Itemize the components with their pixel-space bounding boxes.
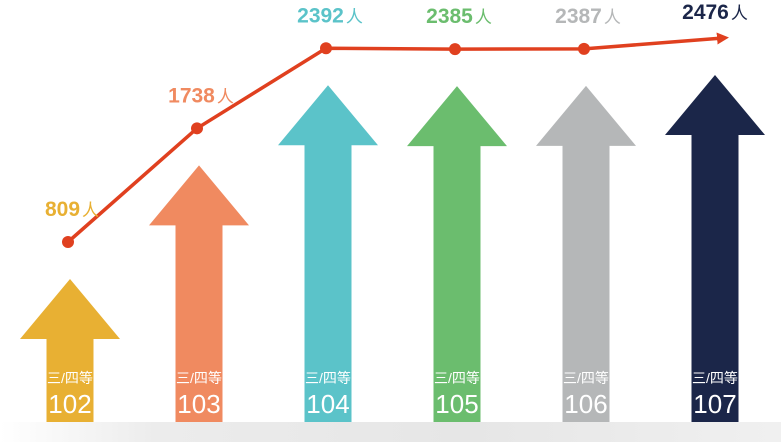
arrow-shape-105: [407, 86, 507, 422]
category-year-103: 103: [177, 389, 220, 419]
arrow-104: 三/四等 104: [278, 85, 378, 422]
arrow-107: 三/四等 107: [665, 75, 765, 422]
value-label-102: 809 人: [45, 198, 99, 221]
category-year-104: 104: [306, 389, 349, 419]
category-year-107: 107: [693, 389, 736, 419]
category-year-106: 106: [564, 389, 607, 419]
category-year-105: 105: [435, 389, 478, 419]
arrow-shape-103: [149, 165, 249, 422]
arrow-shape-106: [536, 85, 636, 422]
trend-line: [66, 32, 729, 244]
arrow-106: 三/四等 106: [536, 85, 636, 422]
data-point-104: [320, 42, 332, 55]
data-point-102: [62, 236, 74, 248]
category-prefix-107: 三/四等: [692, 370, 738, 386]
floor-shadow: [0, 422, 781, 442]
category-prefix-106: 三/四等: [563, 370, 609, 386]
value-label-107: 2476 人: [682, 1, 748, 24]
arrow-shape-102: [20, 279, 120, 422]
value-label-105: 2385 人: [426, 5, 492, 28]
data-point-103: [191, 122, 203, 135]
value-label-106: 2387 人: [555, 5, 621, 28]
data-point-105: [449, 43, 461, 56]
arrow-102: 三/四等 102: [20, 279, 120, 422]
value-label-104: 2392 人: [297, 4, 363, 27]
arrow-105: 三/四等 105: [407, 86, 507, 422]
arrow-103: 三/四等 103: [149, 165, 249, 422]
category-year-102: 102: [48, 389, 91, 419]
category-prefix-104: 三/四等: [305, 370, 351, 386]
category-prefix-102: 三/四等: [47, 370, 93, 386]
arrow-shape-107: [665, 75, 765, 422]
arrow-shape-104: [278, 85, 378, 422]
category-prefix-105: 三/四等: [434, 370, 480, 386]
value-label-103: 1738 人: [168, 84, 234, 107]
category-prefix-103: 三/四等: [176, 370, 222, 386]
data-point-106: [578, 42, 590, 55]
